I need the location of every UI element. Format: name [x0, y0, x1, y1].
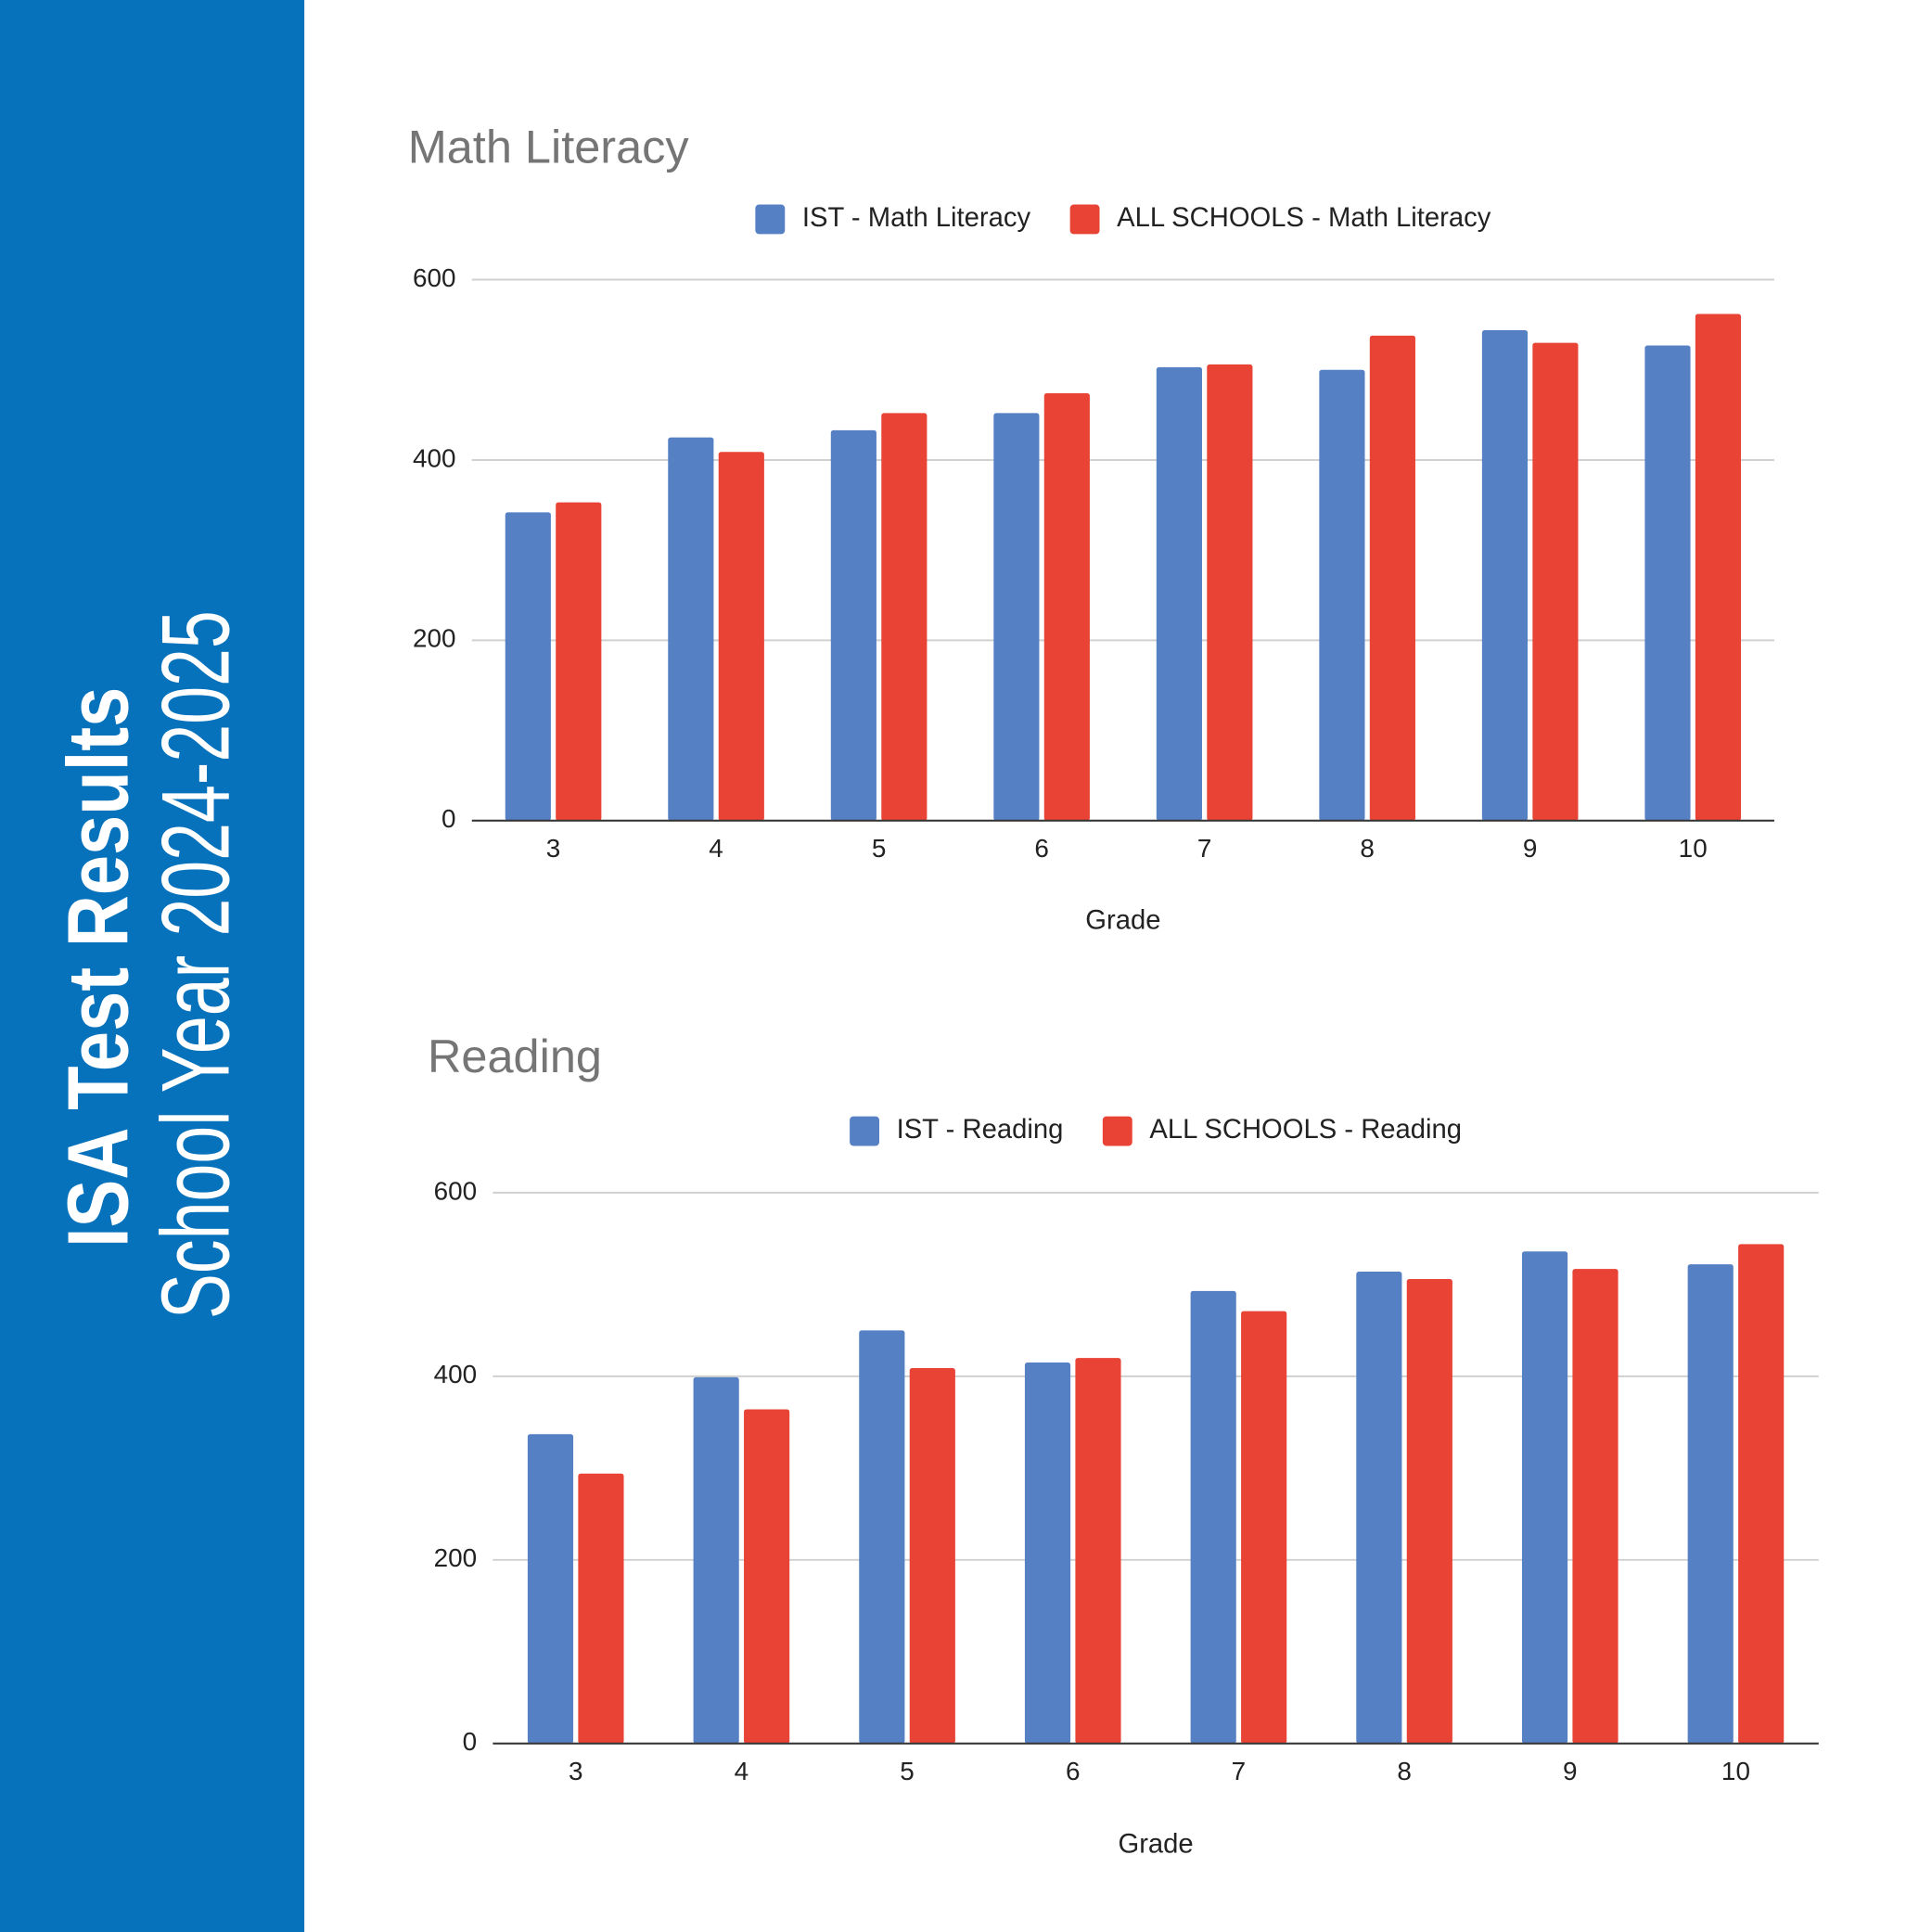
chart-title: Reading: [428, 1030, 602, 1082]
bar: [1207, 364, 1253, 821]
x-tick-label: 8: [1360, 834, 1375, 863]
bar: [1190, 1290, 1236, 1744]
x-tick-label: 9: [1523, 834, 1538, 863]
bar: [505, 512, 551, 821]
legend-label: IST - Math Literacy: [802, 203, 1031, 233]
x-tick-label: 7: [1197, 834, 1212, 863]
bar: [1481, 329, 1529, 821]
x-tick-label: 10: [1679, 834, 1708, 863]
bar: [881, 413, 928, 821]
bar: [718, 452, 764, 821]
bar: [1319, 369, 1365, 821]
bar: [1695, 313, 1742, 821]
x-tick-label: 3: [546, 834, 561, 863]
legend-swatch: [755, 204, 786, 235]
bar: [668, 437, 714, 821]
y-tick-label: 0: [441, 804, 456, 833]
x-tick-label: 8: [1397, 1757, 1412, 1785]
bar: [1024, 1363, 1071, 1744]
y-tick-label: 600: [434, 1176, 478, 1205]
legend-label: IST - Reading: [897, 1115, 1064, 1145]
bar: [1687, 1264, 1734, 1744]
y-tick-label: 400: [413, 443, 456, 472]
bar: [909, 1367, 955, 1744]
x-tick-label: 7: [1232, 1757, 1247, 1785]
bar: [1356, 1272, 1402, 1744]
bar: [1738, 1244, 1785, 1744]
x-tick-label: 4: [735, 1757, 749, 1785]
x-tick-label: 6: [1066, 1757, 1081, 1785]
bar: [1369, 335, 1415, 821]
legend-swatch: [1069, 204, 1100, 235]
x-tick-label: 4: [709, 834, 723, 863]
bar: [1406, 1278, 1452, 1744]
sidebar-subtitle: School Year 2024-2025: [142, 610, 249, 1319]
bar: [1241, 1311, 1287, 1744]
x-tick-label: 10: [1721, 1757, 1750, 1785]
y-tick-label: 600: [413, 263, 456, 292]
bar: [830, 429, 876, 821]
x-tick-label: 5: [900, 1757, 915, 1785]
legend-swatch: [1102, 1116, 1132, 1146]
x-tick-label: 5: [872, 834, 887, 863]
bar: [693, 1376, 739, 1744]
sidebar: [0, 0, 305, 1932]
x-axis-label: Grade: [1085, 905, 1160, 935]
bar: [1572, 1269, 1619, 1744]
y-tick-label: 200: [413, 624, 456, 653]
bar: [1075, 1358, 1121, 1744]
x-tick-label: 3: [569, 1757, 583, 1785]
x-tick-label: 9: [1563, 1757, 1578, 1785]
chart-title: Math Literacy: [408, 120, 690, 173]
y-tick-label: 200: [434, 1543, 478, 1572]
legend-label: ALL SCHOOLS - Reading: [1149, 1115, 1462, 1145]
bar: [578, 1473, 624, 1744]
bar: [1644, 345, 1691, 821]
bar: [1532, 342, 1579, 821]
bar: [993, 413, 1040, 821]
legend-label: ALL SCHOOLS - Math Literacy: [1117, 203, 1491, 233]
y-tick-label: 400: [434, 1360, 478, 1388]
x-axis-label: Grade: [1118, 1830, 1193, 1860]
bar: [527, 1434, 574, 1744]
y-tick-label: 0: [463, 1727, 478, 1756]
legend-swatch: [850, 1116, 879, 1146]
bar: [556, 502, 602, 821]
bar: [744, 1409, 790, 1744]
bar: [1521, 1251, 1568, 1744]
bar: [1043, 393, 1090, 821]
bar: [1156, 366, 1202, 821]
sidebar-title: ISA Test Results: [49, 687, 146, 1247]
bar: [859, 1330, 905, 1744]
x-tick-label: 6: [1034, 834, 1049, 863]
